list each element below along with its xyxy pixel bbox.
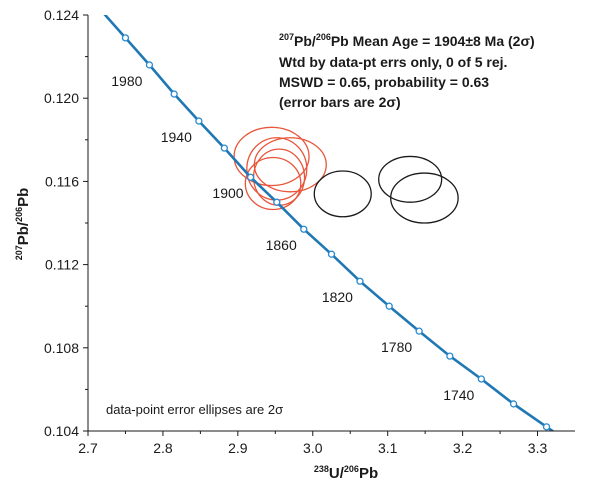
- annotation-line-3: MSWD = 0.65, probability = 0.63: [279, 74, 489, 90]
- concordia-point-1860: [300, 225, 308, 233]
- age-label-1980: 1980: [111, 73, 142, 89]
- x-axis-sup-1: 238: [314, 464, 329, 474]
- y-tick-label-0.112: 0.112: [45, 257, 79, 273]
- y-axis-part-1: Pb/: [15, 221, 32, 245]
- y-tick-label-0.108: 0.108: [44, 340, 79, 356]
- concordia-point-1820: [356, 277, 364, 285]
- concordia-point-1840: [327, 250, 336, 258]
- axes: 2.7 2.8 2.9 3.0 3.1 3.2 3.3 0.104 0.108 0.112 0.11…: [44, 7, 575, 456]
- error-ellipse-s1-3: [253, 137, 327, 193]
- error-ellipse-s2-2: [378, 155, 443, 203]
- plot-clipped: [103, 15, 555, 431]
- x-tick-label-2.8: 2.8: [153, 440, 173, 456]
- x-axis-title: 238U/206Pb: [314, 464, 378, 482]
- concordia-point-1720: [509, 400, 518, 408]
- age-label-1740: 1740: [443, 387, 474, 403]
- concordia-point-1900: [246, 173, 255, 181]
- age-label-1860: 1860: [266, 237, 297, 253]
- age-label-1940: 1940: [161, 129, 192, 145]
- concordia-point-1780: [415, 327, 423, 335]
- annotation-sup-1: 207: [279, 32, 294, 42]
- concordia-point-1920: [220, 144, 229, 152]
- y-axis-sup-1: 207: [14, 245, 24, 260]
- error-ellipse-s2-1: [313, 170, 372, 218]
- y-tick-label-0.116: 0.116: [45, 173, 79, 189]
- x-tick-label-3.0: 3.0: [303, 440, 323, 456]
- annotation-sup-2: 206: [316, 32, 331, 42]
- age-label-1780: 1780: [381, 339, 412, 355]
- concordia-point-1940: [195, 117, 203, 125]
- concordia-curve: [103, 15, 555, 431]
- x-tick-label-3.2: 3.2: [453, 440, 473, 456]
- x-tick-label-3.3: 3.3: [528, 440, 548, 456]
- concordia-point-1700: [542, 423, 551, 431]
- age-label-1820: 1820: [322, 289, 353, 305]
- y-axis-part-2: Pb: [15, 188, 32, 207]
- y-tick-label-0.120: 0.120: [44, 90, 79, 106]
- y-tick-label-0.104: 0.104: [44, 423, 79, 439]
- age-label-1900: 1900: [212, 185, 243, 201]
- y-axis-title: 207Pb/206Pb: [14, 188, 32, 261]
- concordia-point-1990: [121, 34, 130, 42]
- annotation-part-2: Pb Mean Age = 1904±8 Ma (2σ): [331, 33, 535, 49]
- annotation-line-4: (error bars are 2σ): [279, 94, 401, 110]
- concordia-point-1760: [446, 352, 454, 360]
- x-tick-label-2.7: 2.7: [78, 440, 98, 456]
- y-tick-label-0.124: 0.124: [44, 7, 79, 23]
- x-axis-part-1: U/: [329, 465, 345, 482]
- x-axis-part-2: Pb: [359, 465, 378, 482]
- text-layer: 207Pb/206Pb Mean Age = 1904±8 Ma (2σ) Wt…: [14, 32, 535, 482]
- footnote: data-point error ellipses are 2σ: [106, 402, 283, 417]
- annotation-line-2: Wtd by data-pt errs only, 0 of 5 rej.: [279, 54, 507, 70]
- concordia-point-1800: [385, 302, 393, 310]
- annotation-line-1: 207Pb/206Pb Mean Age = 1904±8 Ma (2σ): [279, 32, 535, 49]
- concordia-point-1980: [145, 61, 154, 69]
- x-tick-label-2.9: 2.9: [228, 440, 248, 456]
- y-axis-sup-2: 206: [14, 207, 24, 222]
- error-ellipse-s1-5: [244, 156, 302, 211]
- concordia-point-1880: [273, 198, 281, 206]
- concordia-point-1960: [170, 90, 178, 98]
- x-tick-label-3.1: 3.1: [378, 440, 398, 456]
- x-axis-sup-2: 206: [344, 464, 359, 474]
- error-ellipse-s1-1: [233, 126, 310, 187]
- plot-area: 1980 1940 1900 1860 1820 1780 1740: [103, 15, 555, 431]
- concordia-point-1740: [477, 375, 485, 383]
- error-ellipse-s2-3: [390, 172, 459, 224]
- annotation-part-1: Pb/: [294, 33, 316, 49]
